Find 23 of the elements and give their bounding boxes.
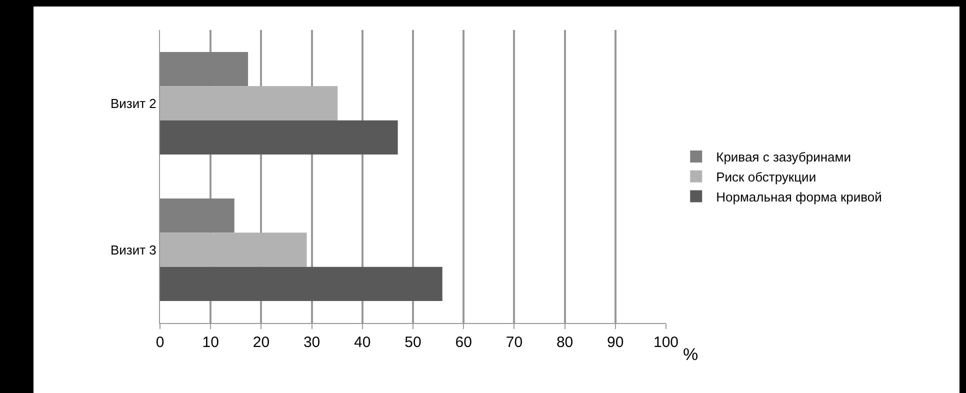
x-tick-label: 30 bbox=[303, 334, 320, 351]
legend-label: Риск обструкции bbox=[716, 169, 816, 184]
bar bbox=[160, 86, 338, 120]
bar bbox=[160, 266, 442, 302]
x-tick-label: 70 bbox=[506, 334, 523, 351]
legend-label: Кривая с зазубринами bbox=[716, 150, 851, 165]
x-tick-label: 50 bbox=[404, 334, 422, 351]
x-tick-label: 90 bbox=[607, 334, 624, 351]
x-tick-label: 40 bbox=[354, 334, 371, 351]
bar bbox=[160, 52, 248, 86]
x-tick-label: 80 bbox=[556, 334, 574, 351]
x-axis-title: % bbox=[683, 345, 698, 364]
x-tick-label: 20 bbox=[252, 334, 270, 351]
x-tick-label: 100 bbox=[653, 334, 679, 351]
legend-label: Нормальная форма кривой bbox=[716, 189, 882, 204]
bar bbox=[160, 232, 307, 267]
y-tick-label: Визит 3 bbox=[110, 242, 156, 258]
x-tick-label: 10 bbox=[202, 334, 219, 351]
y-tick-label: Визит 2 bbox=[110, 96, 156, 111]
x-tick-label: 60 bbox=[455, 334, 472, 351]
bar bbox=[160, 198, 234, 233]
bar bbox=[160, 120, 398, 155]
x-tick-label: 0 bbox=[156, 334, 164, 351]
